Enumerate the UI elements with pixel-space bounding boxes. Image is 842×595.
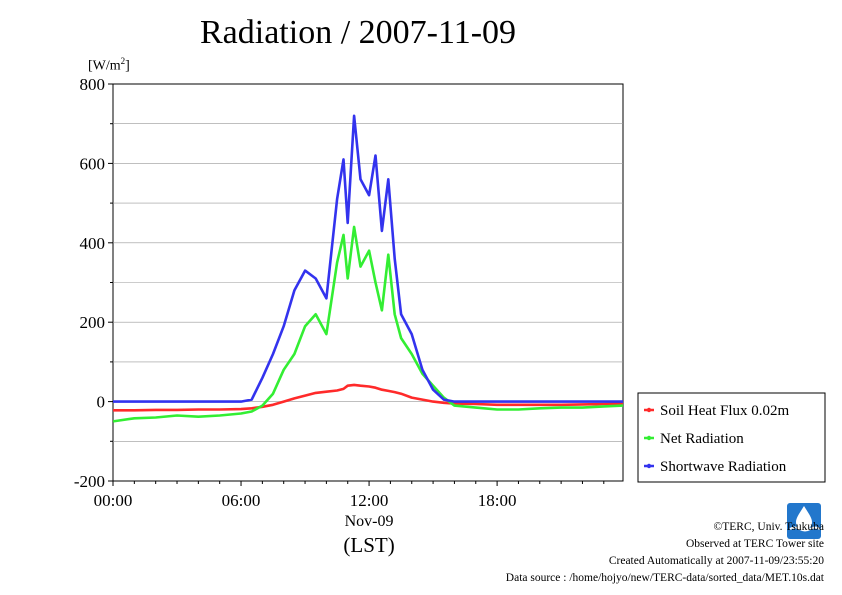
legend-marker bbox=[646, 435, 652, 441]
footer-source: Data source : /home/hojyo/new/TERC-data/… bbox=[505, 572, 824, 584]
y-unit-close: ] bbox=[125, 58, 130, 74]
legend-marker bbox=[646, 407, 652, 413]
legend-marker bbox=[646, 463, 652, 469]
legend-label: Shortwave Radiation bbox=[660, 459, 787, 475]
y-tick-label: 200 bbox=[80, 313, 106, 332]
x-axis-label-lst: (LST) bbox=[343, 533, 394, 557]
y-unit-sup: 2 bbox=[120, 56, 126, 66]
legend-label: Soil Heat Flux 0.02m bbox=[660, 403, 790, 419]
series-line bbox=[113, 225, 623, 423]
y-tick-label: -200 bbox=[74, 472, 105, 491]
series-line bbox=[113, 383, 623, 412]
chart-title: Radiation / 2007-11-09 bbox=[200, 14, 517, 51]
y-unit-base: [W/m bbox=[88, 58, 121, 74]
x-tick-label: 06:00 bbox=[222, 491, 261, 510]
terc-logo-icon bbox=[787, 503, 821, 539]
x-tick-label: 18:00 bbox=[478, 491, 517, 510]
footer-copyright: ©TERC, Univ. Tsukuba bbox=[713, 521, 824, 533]
footer-observed: Observed at TERC Tower site bbox=[685, 538, 824, 550]
legend-label: Net Radiation bbox=[660, 431, 744, 447]
x-axis-label: Nov-09 bbox=[345, 513, 394, 530]
y-tick-label: 0 bbox=[97, 393, 106, 412]
x-tick-label: 12:00 bbox=[350, 491, 389, 510]
y-tick-label: 800 bbox=[80, 75, 106, 94]
footer-created: Created Automatically at 2007-11-09/23:5… bbox=[608, 555, 824, 567]
legend-box bbox=[637, 392, 826, 483]
series-line bbox=[113, 114, 623, 403]
y-axis-unit: [W/m2] bbox=[88, 56, 130, 75]
x-tick-label: 00:00 bbox=[94, 491, 133, 510]
y-tick-label: 600 bbox=[80, 154, 106, 173]
y-tick-label: 400 bbox=[80, 234, 106, 253]
